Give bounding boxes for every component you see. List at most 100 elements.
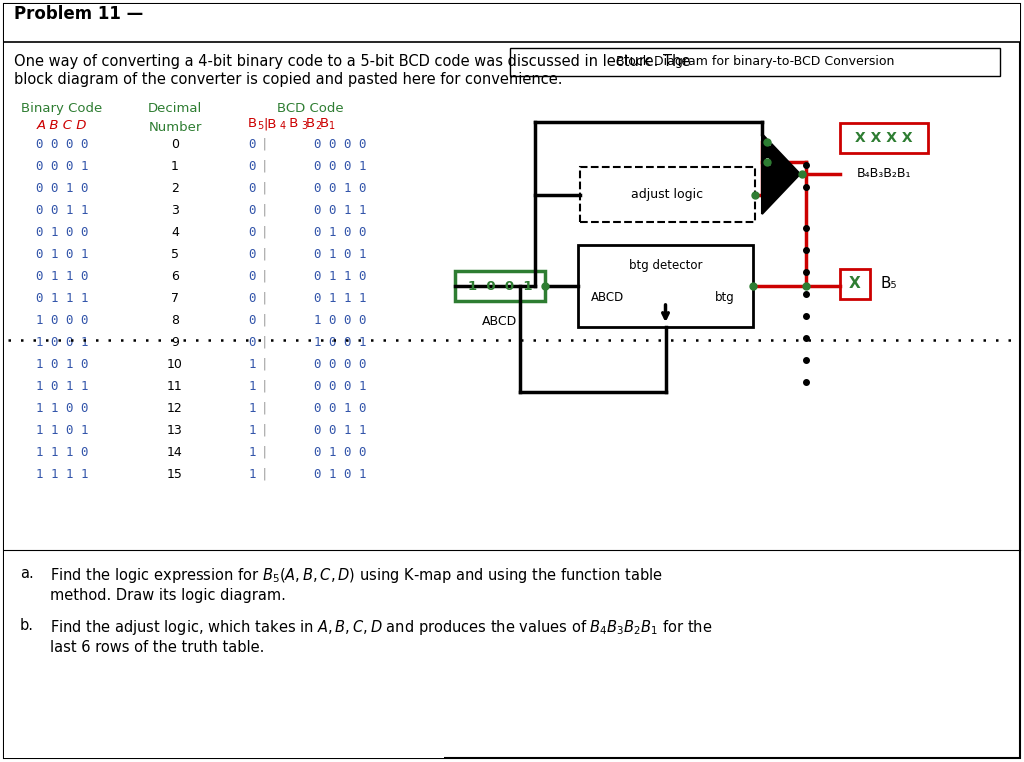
- Text: 1 1 0 0: 1 1 0 0: [36, 402, 88, 415]
- Text: 4: 4: [280, 121, 286, 131]
- Text: 12: 12: [167, 402, 183, 415]
- Text: One way of converting a 4-bit binary code to a 5-bit BCD code was discussed in l: One way of converting a 4-bit binary cod…: [14, 54, 690, 69]
- Text: 0 0 1 0: 0 0 1 0: [36, 182, 88, 195]
- Text: 1 0 0 0: 1 0 0 0: [313, 314, 367, 327]
- Text: X: X: [849, 277, 861, 292]
- Text: 4: 4: [171, 226, 179, 239]
- Text: last 6 rows of the truth table.: last 6 rows of the truth table.: [50, 640, 264, 655]
- Text: 0 1 0 0: 0 1 0 0: [313, 226, 367, 239]
- Text: |: |: [261, 380, 268, 393]
- Text: 0 1 0 1: 0 1 0 1: [313, 468, 367, 481]
- Bar: [578, 245, 753, 327]
- Text: B: B: [306, 117, 315, 130]
- Text: X X X X: X X X X: [855, 131, 912, 145]
- Text: 0 0 1 0: 0 0 1 0: [313, 182, 367, 195]
- Text: 1 1 0 1: 1 1 0 1: [36, 424, 88, 437]
- Text: |: |: [261, 292, 268, 305]
- Text: 0: 0: [248, 314, 256, 327]
- Text: 1 0 1 1: 1 0 1 1: [36, 380, 88, 393]
- Text: |: |: [261, 336, 268, 349]
- Text: Find the logic expression for $B_5(A,B,C,D)$ using K-map and using the function : Find the logic expression for $B_5(A,B,C…: [50, 566, 663, 585]
- Text: |: |: [261, 204, 268, 217]
- Text: 1: 1: [329, 121, 335, 131]
- Text: 2: 2: [171, 182, 179, 195]
- Text: 0 1 1 1: 0 1 1 1: [36, 292, 88, 305]
- Text: Problem 11 —: Problem 11 —: [14, 5, 143, 23]
- Text: |: |: [261, 138, 268, 151]
- Text: 1: 1: [248, 424, 256, 437]
- Text: Block Diagram for binary-to-BCD Conversion: Block Diagram for binary-to-BCD Conversi…: [615, 55, 894, 68]
- Text: |B: |B: [263, 117, 276, 130]
- Text: 0: 0: [248, 270, 256, 283]
- Bar: [840, 123, 928, 153]
- Text: 0 0 1 1: 0 0 1 1: [36, 204, 88, 217]
- Text: 0: 0: [248, 182, 256, 195]
- Text: 0 0 0 0: 0 0 0 0: [313, 138, 367, 151]
- Text: 1: 1: [248, 446, 256, 459]
- Text: 0 0 0 0: 0 0 0 0: [313, 358, 367, 371]
- Bar: [4, 4, 1020, 42]
- Text: B: B: [285, 117, 298, 130]
- Text: 2: 2: [315, 121, 322, 131]
- Text: B: B: [248, 117, 257, 130]
- Polygon shape: [762, 134, 800, 214]
- Text: 1: 1: [248, 380, 256, 393]
- Text: |: |: [261, 270, 268, 283]
- Text: 1: 1: [248, 402, 256, 415]
- Text: |: |: [261, 358, 268, 371]
- Text: 0 1 0 1: 0 1 0 1: [36, 248, 88, 261]
- Text: 0: 0: [248, 336, 256, 349]
- Text: 11: 11: [167, 380, 183, 393]
- Text: 0 0 0 1: 0 0 0 1: [313, 380, 367, 393]
- Text: |: |: [261, 182, 268, 195]
- Bar: [510, 48, 1000, 76]
- Text: Number: Number: [148, 121, 202, 134]
- Text: 1: 1: [765, 158, 771, 168]
- Text: 1 0 1 0: 1 0 1 0: [36, 358, 88, 371]
- Text: 9: 9: [171, 336, 179, 349]
- Text: 0: 0: [248, 204, 256, 217]
- Text: 0 1 0 0: 0 1 0 0: [313, 446, 367, 459]
- Text: 0 0 0 1: 0 0 0 1: [36, 160, 88, 173]
- Text: 0 1 0 0: 0 1 0 0: [36, 226, 88, 239]
- Text: 13: 13: [167, 424, 183, 437]
- Text: 0 1 1 0: 0 1 1 0: [313, 270, 367, 283]
- Text: ABCD: ABCD: [482, 315, 517, 328]
- Bar: [4, 4, 444, 758]
- Text: |: |: [261, 446, 268, 459]
- Text: |: |: [261, 424, 268, 437]
- Text: 0 1 0 1: 0 1 0 1: [313, 248, 367, 261]
- Text: 0: 0: [765, 138, 771, 148]
- Bar: [580, 167, 755, 222]
- Text: 1 0 0 0: 1 0 0 0: [36, 314, 88, 327]
- Text: 1  0  0  1: 1 0 0 1: [468, 280, 532, 293]
- Text: 5: 5: [257, 121, 263, 131]
- Text: BCD Code: BCD Code: [276, 102, 343, 115]
- Text: B: B: [319, 117, 329, 130]
- Bar: [840, 269, 870, 299]
- Text: 5: 5: [171, 248, 179, 261]
- Text: btg detector: btg detector: [629, 259, 702, 272]
- Text: 1 1 1 1: 1 1 1 1: [36, 468, 88, 481]
- Text: Decimal: Decimal: [147, 102, 202, 115]
- Text: 0 0 1 1: 0 0 1 1: [313, 424, 367, 437]
- Text: 14: 14: [167, 446, 183, 459]
- Text: |: |: [261, 468, 268, 481]
- Text: 1 1 1 0: 1 1 1 0: [36, 446, 88, 459]
- Text: 0: 0: [248, 226, 256, 239]
- Text: 3: 3: [301, 121, 307, 131]
- Text: 0 0 0 1: 0 0 0 1: [313, 160, 367, 173]
- Text: 1 0 0 1: 1 0 0 1: [313, 336, 367, 349]
- Text: 0 0 1 0: 0 0 1 0: [313, 402, 367, 415]
- Text: 0 1 1 0: 0 1 1 0: [36, 270, 88, 283]
- Text: 7: 7: [171, 292, 179, 305]
- Text: btg: btg: [715, 291, 735, 304]
- Text: 0: 0: [171, 138, 179, 151]
- Text: A B C D: A B C D: [37, 119, 87, 132]
- Text: Binary Code: Binary Code: [22, 102, 102, 115]
- Text: 0: 0: [248, 292, 256, 305]
- Text: b.: b.: [20, 618, 34, 633]
- Text: |: |: [261, 402, 268, 415]
- Text: 3: 3: [171, 204, 179, 217]
- Text: method. Draw its logic diagram.: method. Draw its logic diagram.: [50, 588, 286, 603]
